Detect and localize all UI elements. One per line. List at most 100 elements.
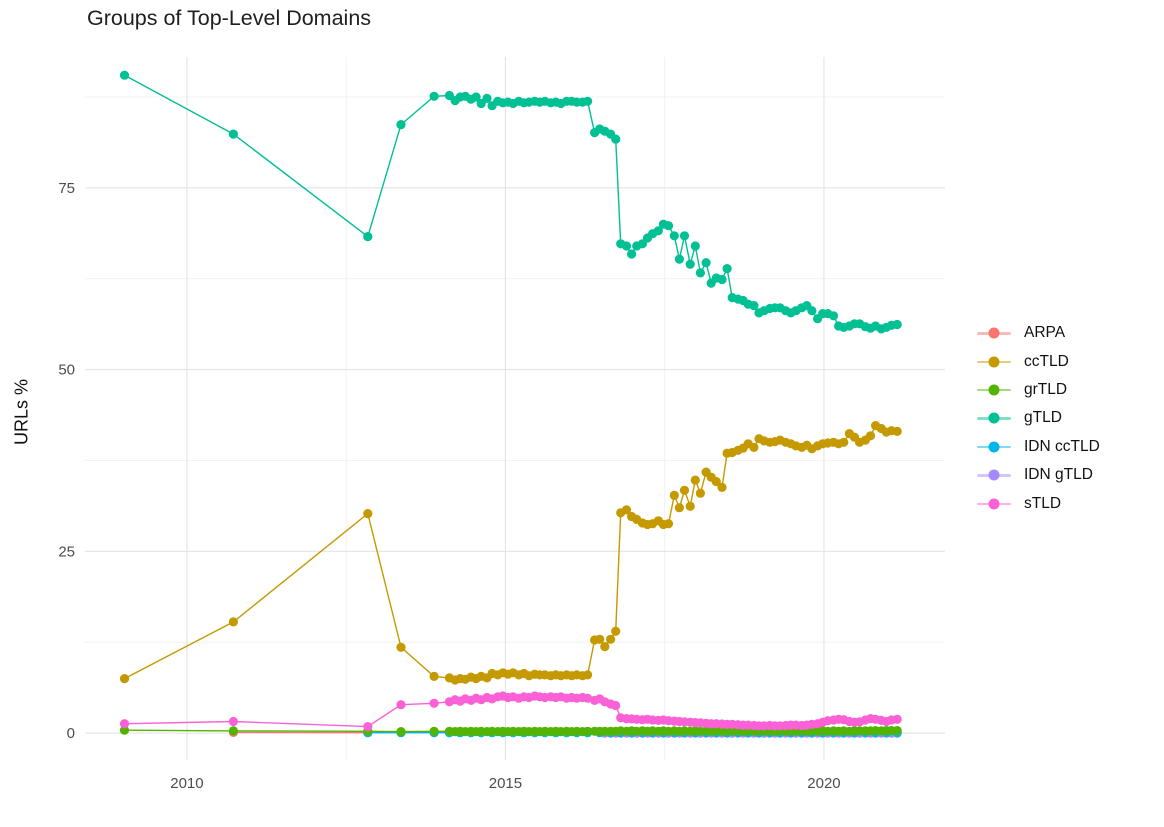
- data-point: [627, 249, 637, 259]
- legend-key-dot: [988, 469, 1000, 481]
- data-point: [807, 306, 817, 316]
- data-point: [717, 274, 727, 285]
- data-point: [621, 241, 632, 251]
- y-tick-label: 75: [58, 180, 75, 197]
- data-point: [865, 431, 876, 441]
- data-point: [669, 231, 679, 241]
- data-point: [679, 485, 690, 495]
- data-point: [695, 268, 706, 278]
- data-point: [611, 700, 621, 711]
- y-axis-tick-labels: 0 25 50 75: [58, 180, 75, 742]
- legend-label: ccTLD: [1024, 352, 1069, 370]
- data-point: [119, 719, 130, 729]
- data-point: [429, 91, 439, 101]
- legend-key-icon: [976, 355, 1012, 369]
- data-point: [663, 519, 674, 529]
- data-point: [722, 264, 732, 274]
- legend-item-stld: sTLD: [976, 489, 1156, 517]
- gridlines-minor: [85, 57, 945, 760]
- data-point: [482, 93, 492, 103]
- data-point: [611, 626, 621, 636]
- legend-label: ARPA: [1024, 324, 1066, 342]
- data-point: [892, 319, 902, 330]
- series-arpa: [228, 727, 373, 738]
- data-point: [839, 437, 849, 447]
- legend-key-dot: [988, 327, 1000, 339]
- series-gtld: [119, 70, 902, 334]
- data-point: [228, 617, 238, 627]
- data-point: [583, 670, 593, 680]
- data-point: [674, 503, 685, 513]
- chart-title: Groups of Top-Level Domains: [87, 6, 372, 30]
- legend-item-idn-cctld: IDN ccTLD: [976, 433, 1156, 461]
- data-point: [606, 634, 616, 644]
- data-point: [396, 120, 406, 130]
- x-tick-label: 2010: [170, 775, 203, 792]
- data-point: [429, 671, 439, 682]
- data-point: [653, 226, 663, 236]
- legend-label: grTLD: [1024, 380, 1068, 398]
- y-tick-label: 50: [58, 362, 75, 379]
- data-point: [679, 231, 690, 241]
- data-point: [595, 634, 605, 644]
- data-point: [711, 477, 721, 487]
- data-point: [695, 488, 706, 498]
- data-point: [363, 508, 373, 519]
- data-point: [471, 92, 481, 102]
- data-point: [119, 70, 130, 80]
- legend-item-gtld: gTLD: [976, 404, 1156, 432]
- series-cctld: [119, 421, 902, 685]
- data-point: [701, 258, 711, 268]
- data-point: [583, 693, 593, 703]
- data-point: [690, 475, 700, 485]
- legend-key-dot: [988, 356, 1000, 368]
- legend: ARPA ccTLD grTLD gTLD IDN ccTLD IDN gTLD sTLD: [976, 319, 1156, 518]
- data-point: [228, 129, 238, 139]
- legend-item-arpa: ARPA: [976, 319, 1156, 347]
- legend-key-icon: [976, 383, 1012, 397]
- data-point: [685, 259, 695, 269]
- legend-label: sTLD: [1024, 494, 1062, 512]
- data-point: [717, 482, 727, 492]
- data-point: [429, 726, 439, 736]
- legend-key-dot: [988, 412, 1000, 424]
- data-point: [749, 301, 759, 311]
- legend-label: gTLD: [1024, 409, 1062, 427]
- gridlines-major: [85, 57, 945, 760]
- x-axis-tick-labels: 2010 2015 2020: [170, 775, 840, 792]
- legend-key-dot: [988, 498, 1000, 510]
- data-point: [228, 716, 238, 727]
- legend-key-icon: [976, 326, 1012, 340]
- legend-label: IDN ccTLD: [1024, 437, 1100, 455]
- legend-item-idn-gtld: IDN gTLD: [976, 461, 1156, 489]
- data-point: [583, 96, 593, 106]
- data-point: [690, 241, 700, 251]
- data-point: [621, 505, 632, 515]
- data-point: [892, 714, 902, 724]
- data-point: [119, 725, 130, 735]
- data-point: [363, 232, 373, 242]
- data-point: [674, 254, 685, 264]
- legend-key-icon: [976, 440, 1012, 454]
- data-point: [583, 726, 593, 736]
- x-tick-label: 2020: [807, 775, 840, 792]
- data-point: [685, 501, 695, 511]
- x-tick-label: 2015: [489, 775, 522, 792]
- data-point: [663, 221, 674, 231]
- legend-label: IDN gTLD: [1024, 466, 1093, 484]
- legend-key-icon: [976, 497, 1012, 511]
- data-point: [892, 426, 902, 436]
- data-point: [396, 727, 406, 737]
- legend-key-icon: [976, 411, 1012, 425]
- legend-item-cctld: ccTLD: [976, 347, 1156, 375]
- data-point: [892, 726, 902, 736]
- data-point: [669, 490, 679, 500]
- data-point: [396, 700, 406, 710]
- y-tick-label: 25: [58, 543, 75, 560]
- legend-key-dot: [988, 384, 1000, 396]
- data-point: [749, 442, 759, 452]
- y-tick-label: 0: [67, 725, 75, 742]
- legend-key-icon: [976, 468, 1012, 482]
